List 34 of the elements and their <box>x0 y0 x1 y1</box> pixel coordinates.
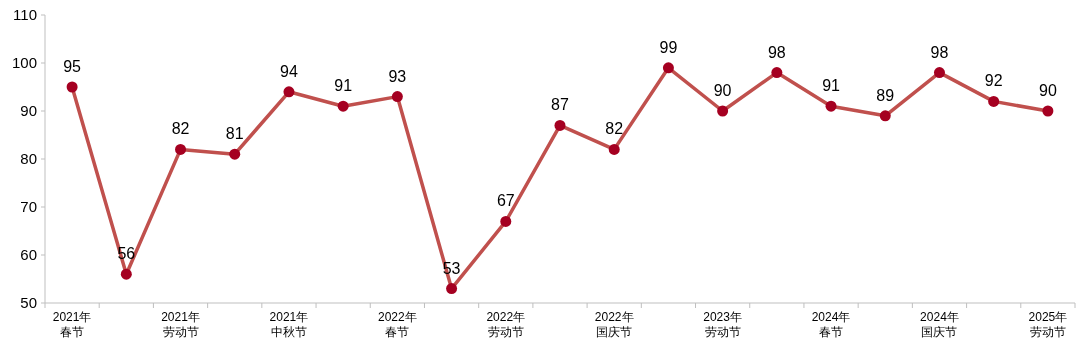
x-tick-label: 2024年国庆节 <box>920 310 959 339</box>
data-label: 99 <box>659 38 678 56</box>
x-tick-label: 2021年劳动节 <box>161 310 200 339</box>
data-label: 91 <box>822 77 841 95</box>
x-tick-label: 2024年春节 <box>811 310 851 339</box>
data-label: 95 <box>63 58 82 75</box>
data-label: 90 <box>1039 82 1057 99</box>
y-tick-label: 60 <box>20 246 37 263</box>
data-label: 81 <box>225 125 244 143</box>
x-tick-label: 2021年中秋节 <box>269 310 309 339</box>
data-label: 67 <box>496 192 515 210</box>
data-label: 92 <box>984 72 1003 90</box>
y-tick-label: 80 <box>20 150 37 167</box>
data-label: 90 <box>713 82 732 99</box>
x-tick-label: 2022年劳动节 <box>486 310 526 339</box>
y-tick-label: 100 <box>11 54 37 71</box>
data-label: 93 <box>388 67 407 85</box>
y-tick-label: 110 <box>13 6 37 23</box>
x-tick-label: 2022年春节 <box>378 310 417 339</box>
y-tick-label: 90 <box>20 102 37 119</box>
data-label: 98 <box>930 43 949 61</box>
data-label: 82 <box>605 120 624 138</box>
y-tick-label: 50 <box>20 294 37 311</box>
x-tick-label: 2023年劳动节 <box>703 310 742 339</box>
x-tick-label: 2021年春节 <box>52 310 92 339</box>
data-label: 87 <box>551 96 569 114</box>
data-label: 82 <box>171 120 190 138</box>
data-label: 89 <box>876 86 895 104</box>
data-label: 98 <box>767 43 786 61</box>
x-tick-label: 2025年劳动节 <box>1028 310 1068 339</box>
data-label: 94 <box>280 62 298 80</box>
y-tick-label: 70 <box>20 198 37 215</box>
x-tick-label: 2022年国庆节 <box>594 310 634 339</box>
data-label: 91 <box>334 77 353 95</box>
